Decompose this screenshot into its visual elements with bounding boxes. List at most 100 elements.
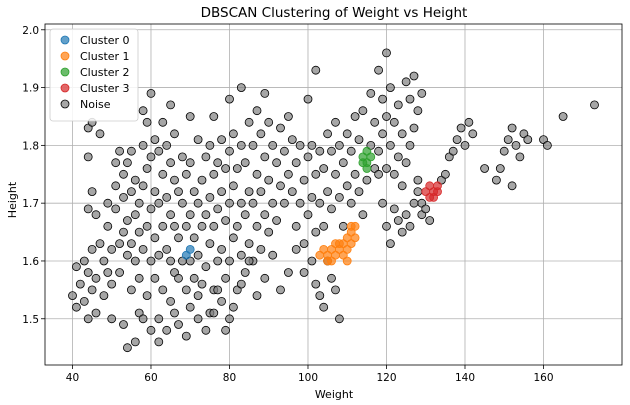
noise-point [279, 146, 289, 156]
noise-point [385, 239, 395, 249]
noise-point [79, 296, 89, 306]
noise-point [221, 273, 231, 283]
noise-point [221, 325, 231, 335]
noise-point [232, 221, 242, 231]
noise-point [268, 198, 278, 208]
noise-point [260, 152, 270, 162]
noise-point [323, 187, 333, 197]
noise-point [232, 164, 242, 173]
noise-point [543, 140, 552, 150]
noise-point [107, 244, 117, 254]
noise-point [311, 227, 321, 237]
noise-point [331, 169, 340, 179]
noise-point [276, 285, 285, 295]
noise-point [107, 314, 117, 324]
noise-point [115, 146, 124, 156]
y-axis-label: Height [6, 181, 19, 218]
noise-point [123, 216, 132, 225]
noise-point [154, 250, 164, 260]
noise-point [256, 244, 266, 254]
noise-point [252, 291, 262, 301]
noise-point [389, 169, 399, 179]
noise-point [268, 250, 278, 260]
noise-point [331, 285, 340, 295]
noise-point [217, 296, 227, 306]
noise-point [150, 273, 160, 283]
noise-point [413, 175, 423, 185]
noise-point [103, 198, 113, 208]
noise-point [142, 221, 152, 231]
noise-point [268, 140, 278, 150]
legend-label-cluster-2: Cluster 2 [80, 66, 130, 79]
noise-point [185, 158, 195, 168]
noise-point [146, 89, 156, 98]
noise-point [158, 169, 168, 179]
x-tick-label: 160 [533, 372, 553, 384]
noise-point [452, 135, 462, 145]
noise-point [346, 198, 356, 208]
noise-point [240, 268, 250, 277]
noise-point [382, 221, 391, 231]
noise-point [87, 285, 97, 295]
noise-point [354, 135, 364, 145]
noise-point [138, 106, 148, 116]
noise-point [319, 302, 329, 312]
noise-point [303, 94, 313, 104]
noise-point [193, 314, 203, 324]
noise-point [283, 268, 293, 277]
noise-point [95, 129, 105, 139]
noise-point [166, 158, 176, 168]
noise-point [311, 169, 321, 179]
noise-point [119, 227, 128, 237]
noise-point [264, 227, 274, 237]
noise-point [401, 158, 411, 168]
noise-point [189, 273, 199, 283]
noise-point [389, 117, 399, 127]
noise-point [221, 216, 231, 225]
noise-point [480, 164, 490, 173]
x-tick-label: 120 [376, 372, 396, 384]
noise-point [162, 244, 172, 254]
x-tick-label: 100 [298, 372, 318, 384]
noise-point [170, 221, 179, 231]
legend-box [49, 28, 139, 122]
noise-point [413, 106, 423, 116]
y-tick-label: 1.7 [22, 198, 39, 210]
noise-point [354, 187, 364, 197]
y-tick-label: 1.5 [22, 314, 39, 326]
noise-point [130, 210, 140, 220]
noise-point [260, 273, 270, 283]
noise-point [393, 216, 403, 225]
noise-point [299, 268, 309, 277]
legend-label-noise: Noise [80, 98, 111, 111]
cluster-1-point [350, 221, 360, 231]
noise-point [150, 135, 160, 145]
noise-point [287, 187, 297, 197]
legend-marker-cluster-3 [60, 83, 70, 93]
noise-point [150, 233, 160, 243]
noise-point [87, 187, 97, 197]
noise-point [405, 140, 415, 150]
noise-point [83, 314, 93, 324]
noise-point [142, 291, 152, 301]
noise-point [323, 129, 333, 139]
noise-point [166, 210, 176, 220]
noise-point [158, 221, 168, 231]
noise-point [174, 187, 183, 197]
noise-point [162, 140, 172, 150]
noise-point [68, 291, 77, 301]
noise-point [389, 204, 399, 214]
noise-point [111, 158, 121, 168]
noise-point [385, 140, 395, 150]
noise-point [378, 198, 388, 208]
noise-point [346, 146, 356, 156]
noise-point [260, 210, 270, 220]
noise-point [91, 273, 101, 283]
noise-point [213, 256, 223, 266]
noise-point [126, 146, 136, 156]
noise-point [264, 175, 274, 185]
noise-point [138, 244, 148, 254]
noise-point [126, 187, 136, 197]
noise-point [228, 181, 238, 191]
